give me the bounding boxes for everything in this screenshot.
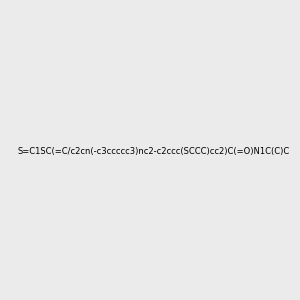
- Text: S=C1SC(=C/c2cn(-c3ccccc3)nc2-c2ccc(SCCC)cc2)C(=O)N1C(C)C: S=C1SC(=C/c2cn(-c3ccccc3)nc2-c2ccc(SCCC)…: [18, 147, 290, 156]
